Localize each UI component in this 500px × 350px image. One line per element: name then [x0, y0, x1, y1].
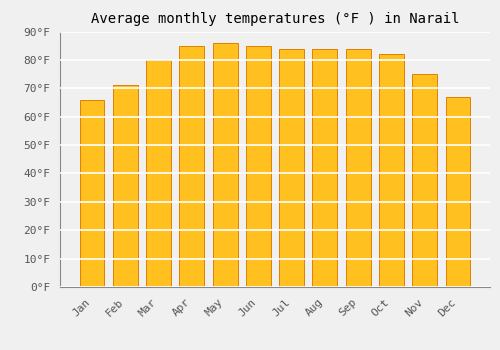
Bar [379, 54, 404, 287]
Bar [113, 85, 138, 287]
Bar [212, 43, 238, 287]
Bar [246, 46, 271, 287]
Title: Average monthly temperatures (°F ) in Narail: Average monthly temperatures (°F ) in Na… [91, 12, 459, 26]
Bar [446, 97, 470, 287]
Bar [279, 49, 304, 287]
Bar [146, 60, 171, 287]
Bar [180, 46, 204, 287]
Bar [312, 49, 338, 287]
Bar [80, 100, 104, 287]
Bar [346, 49, 370, 287]
Bar [412, 74, 437, 287]
